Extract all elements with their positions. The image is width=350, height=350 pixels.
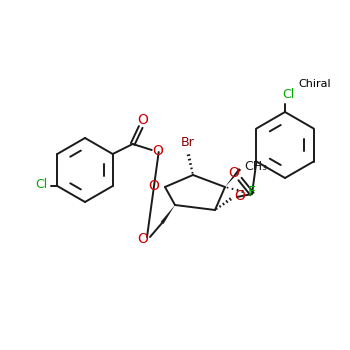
Text: F: F <box>248 185 256 199</box>
Text: CH₃: CH₃ <box>244 160 267 173</box>
Text: O: O <box>234 189 245 203</box>
Polygon shape <box>161 205 175 224</box>
Text: O: O <box>152 144 163 158</box>
Text: Br: Br <box>181 135 195 148</box>
Text: Cl: Cl <box>282 88 294 100</box>
Text: O: O <box>138 232 148 246</box>
Polygon shape <box>225 168 241 187</box>
Text: Chiral: Chiral <box>299 79 331 89</box>
Text: O: O <box>229 166 239 180</box>
Text: O: O <box>148 179 160 193</box>
Text: O: O <box>137 113 148 127</box>
Text: Cl: Cl <box>35 178 47 191</box>
